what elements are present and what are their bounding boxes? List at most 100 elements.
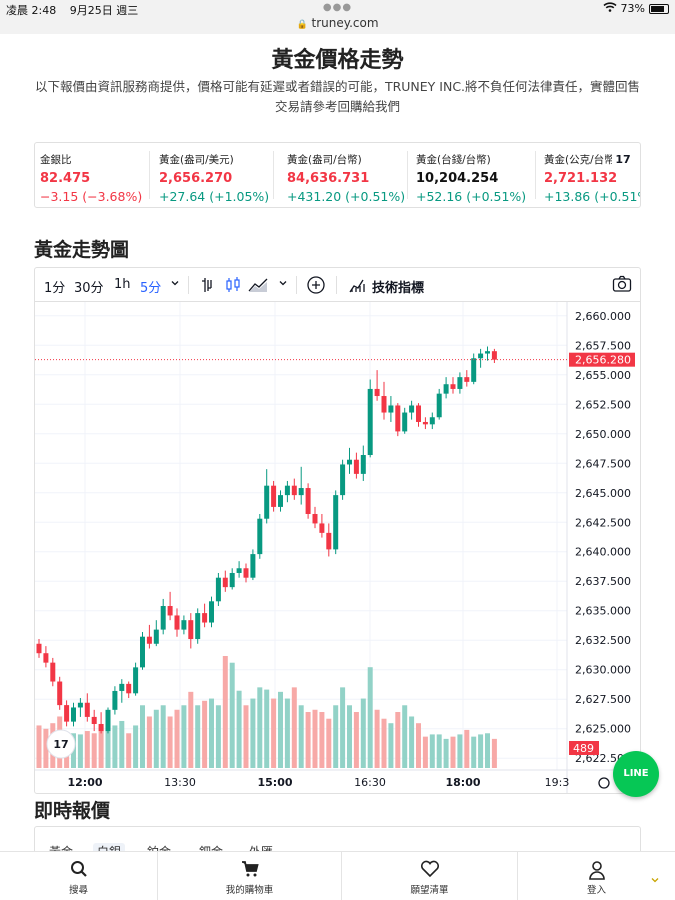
indicators-icon[interactable] xyxy=(348,276,366,298)
volume-bar xyxy=(119,720,125,768)
nav-login[interactable]: 登入 xyxy=(518,852,675,900)
candle-body xyxy=(457,377,463,389)
y-axis-label: 2,630.000 xyxy=(575,664,631,677)
lock-icon: 🔒 xyxy=(296,20,308,30)
volume-bar xyxy=(174,709,180,768)
wifi-icon xyxy=(603,2,617,15)
settings-gear-icon[interactable] xyxy=(598,777,610,789)
ticker-item[interactable]: 黃金(盎司/台幣) 84,636.731 +431.20 (+0.51%) xyxy=(287,143,405,207)
candle-body xyxy=(202,613,208,623)
volume-bar xyxy=(491,738,497,768)
volume-bar xyxy=(305,712,311,768)
candle-body xyxy=(140,636,145,668)
chevron-down-icon[interactable] xyxy=(170,277,180,292)
volume-bar xyxy=(326,718,332,768)
y-axis-label: 2,655.000 xyxy=(575,369,631,382)
ticker-change: +52.16 (+0.51%) xyxy=(416,189,527,204)
ticker-tape[interactable]: 金銀比 82.475 −3.15 (−3.68%) 黃金(盎司/美元) 2,65… xyxy=(34,142,641,208)
volume-bar xyxy=(319,712,325,768)
interval-1m-button[interactable]: 1分 xyxy=(44,281,66,296)
volume-bar xyxy=(257,687,263,768)
candlestick-chart[interactable]: 2,660.000 2,657.500 2,655.000 2,652.500 2,65… xyxy=(35,302,640,793)
ticker-item[interactable]: 金銀比 82.475 −3.15 (−3.68%) xyxy=(40,143,142,207)
interval-1h-button[interactable]: 1h xyxy=(114,277,131,292)
volume-bar xyxy=(402,705,408,768)
tradingview-logo-icon xyxy=(46,729,76,759)
candle-body xyxy=(443,384,449,394)
chart-widget[interactable]: 1分 30分 1h 5分 技術指標 2,660.000 2 xyxy=(34,267,641,794)
indicators-button[interactable]: 技術指標 xyxy=(372,281,425,296)
volume-bar xyxy=(478,734,484,768)
address-bar[interactable]: 🔒 truney.com xyxy=(0,16,675,30)
nav-wishlist[interactable]: 願望清單 xyxy=(342,852,517,900)
volume-bar xyxy=(312,709,318,768)
volume-bar xyxy=(222,656,228,768)
y-axis-label: 2,632.500 xyxy=(575,634,631,647)
area-style-icon[interactable] xyxy=(248,276,270,298)
volume-bar xyxy=(485,733,490,768)
interval-30m-button[interactable]: 30分 xyxy=(74,281,104,296)
y-axis-label: 2,637.500 xyxy=(575,575,631,588)
nav-wishlist-label: 願望清單 xyxy=(410,885,449,896)
more-dots[interactable]: ●●● xyxy=(322,2,353,13)
compare-plus-icon[interactable] xyxy=(306,275,326,299)
chart-section-title: 黃金走勢圖 xyxy=(34,239,130,261)
cart-icon xyxy=(158,852,341,878)
tradingview-logo-icon[interactable]: 17 xyxy=(612,151,634,169)
volume-bar xyxy=(84,731,90,768)
interval-5m-button[interactable]: 5分 xyxy=(140,281,162,296)
volume-bar xyxy=(436,734,442,768)
line-chat-button[interactable]: LINE xyxy=(613,751,659,797)
volume-bar xyxy=(360,698,366,768)
bottom-navigation: 搜尋 我的購物車 願望清單 登入 xyxy=(0,851,675,900)
candle-body xyxy=(271,485,277,507)
volume-bar xyxy=(409,716,415,768)
nav-login-label: 登入 xyxy=(586,885,606,896)
candle-body xyxy=(402,412,408,432)
candle-body xyxy=(450,384,456,389)
search-icon xyxy=(0,852,157,878)
page-title: 黃金價格走勢 xyxy=(271,48,404,73)
nav-cart[interactable]: 我的購物車 xyxy=(158,852,341,900)
x-axis-label: 16:30 xyxy=(354,776,386,789)
candle-body xyxy=(105,709,111,732)
ticker-price: 82.475 xyxy=(40,171,91,186)
candle-body xyxy=(71,707,76,722)
volume-label: 489 xyxy=(573,742,594,755)
volume-bar xyxy=(347,705,352,768)
battery-percent: 73% xyxy=(620,2,645,15)
chevron-down-icon[interactable] xyxy=(650,870,660,889)
candle-body xyxy=(312,513,318,524)
y-axis-label: 2,635.000 xyxy=(575,605,631,618)
ticker-name: 黃金(公克/台幣) xyxy=(544,154,619,166)
y-axis-label: 2,642.500 xyxy=(575,516,631,529)
camera-icon[interactable] xyxy=(612,275,632,297)
y-axis-label: 2,652.500 xyxy=(575,398,631,411)
ticker-item[interactable]: 黃金(盎司/美元) 2,656.270 +27.64 (+1.05%) xyxy=(159,143,269,207)
candle-style-icon[interactable] xyxy=(225,276,241,298)
candle-body xyxy=(284,485,290,496)
candle-body xyxy=(422,421,428,425)
y-axis-label: 2,640.000 xyxy=(575,546,631,559)
ticker-item[interactable]: 黃金(台錢/台幣) 10,204.254 +52.16 (+0.51%) xyxy=(416,143,526,207)
volume-bar xyxy=(77,734,83,768)
volume-bar xyxy=(195,705,201,768)
x-axis-label: 18:00 xyxy=(445,776,480,789)
candle-body xyxy=(229,572,235,588)
disclaimer-text: 以下報價由資訊服務商提供，價格可能有延遲或者錯誤的可能，TRUNEY INC.將… xyxy=(34,79,641,114)
volume-bar xyxy=(243,705,249,768)
volume-bar xyxy=(181,705,187,768)
volume-bar xyxy=(140,705,145,768)
nav-cart-label: 我的購物車 xyxy=(225,885,274,896)
volume-bar xyxy=(284,698,290,768)
candle-body xyxy=(388,405,394,413)
ticker-price: 2,656.270 xyxy=(159,171,233,186)
nav-search[interactable]: 搜尋 xyxy=(0,852,157,900)
ticker-divider xyxy=(149,151,150,199)
candle-body xyxy=(478,353,484,359)
volume-bar xyxy=(367,667,373,768)
chevron-down-icon[interactable] xyxy=(278,277,288,292)
bar-style-icon[interactable] xyxy=(200,276,216,298)
candle-body xyxy=(84,702,90,717)
ticker-item[interactable]: 黃金(公克/台幣) 2,721.132 +13.86 (+0.51%) xyxy=(544,143,640,207)
